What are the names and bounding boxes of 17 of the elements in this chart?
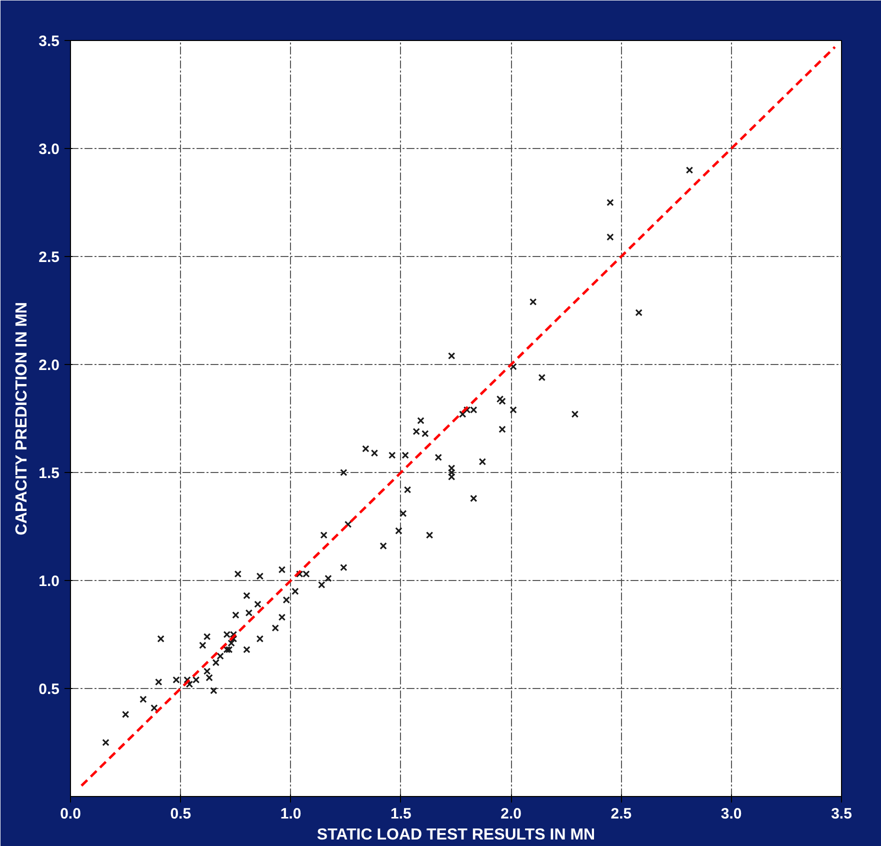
y-tick-label: 2.0 xyxy=(38,357,60,374)
x-tick-label: 2.5 xyxy=(610,806,632,822)
x-tick-label: 0.0 xyxy=(60,806,81,822)
x-tick-label: 0.5 xyxy=(170,806,192,822)
x-tick-label: 1.0 xyxy=(280,806,302,822)
x-tick-label: 1.5 xyxy=(390,806,412,822)
y-tick-label: 3.5 xyxy=(38,33,60,50)
x-tick-label: 3.5 xyxy=(831,806,852,822)
x-tick-label: 2.0 xyxy=(500,806,522,822)
y-axis-title: CAPACITY PREDICTION IN MN xyxy=(14,302,31,536)
y-tick-label: 0.5 xyxy=(38,681,60,698)
x-tick-label: 3.0 xyxy=(720,806,742,822)
y-tick-label: 3.0 xyxy=(38,141,60,158)
x-axis-title: STATIC LOAD TEST RESULTS IN MN xyxy=(316,826,596,844)
y-tick-label: 1.5 xyxy=(38,465,60,482)
y-tick-label: 2.5 xyxy=(38,249,60,266)
y-tick-label: 1.0 xyxy=(38,573,60,590)
